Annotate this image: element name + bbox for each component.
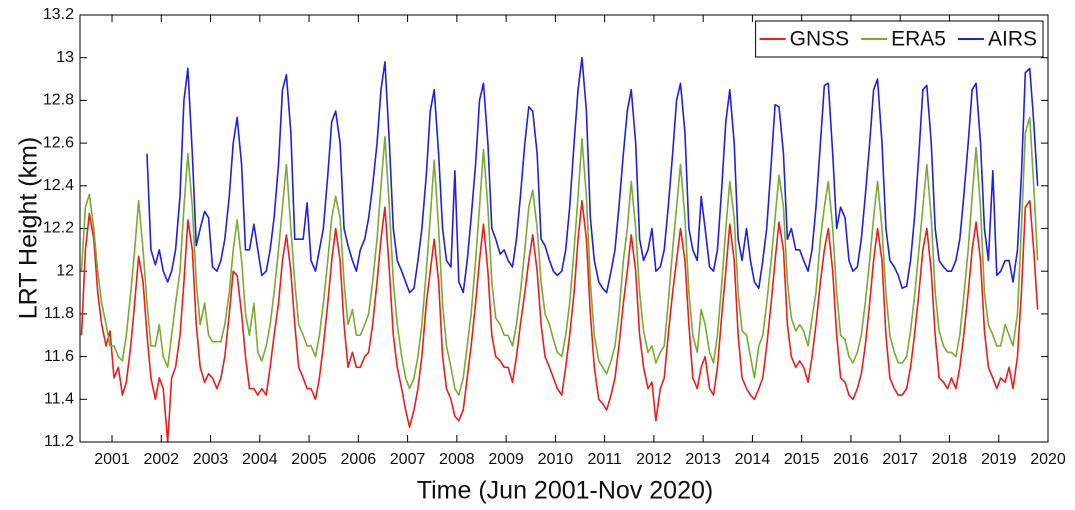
y-tick-label: 12.2	[43, 220, 74, 237]
y-tick-label: 12	[56, 262, 74, 279]
y-tick-label: 11.2	[44, 433, 74, 450]
legend-label: GNSS	[790, 28, 850, 51]
y-axis-label: LRT Height (km)	[15, 137, 43, 319]
x-tick-label: 2006	[341, 451, 377, 468]
x-tick-label: 2005	[291, 451, 327, 468]
x-tick-label: 2017	[882, 451, 918, 468]
x-tick-label: 2003	[193, 451, 229, 468]
x-tick-label: 2012	[636, 451, 672, 468]
y-tick-label: 11.6	[44, 348, 74, 365]
x-tick-label: 2001	[94, 451, 130, 468]
x-tick-label: 2011	[587, 451, 622, 468]
x-tick-label: 2002	[143, 451, 179, 468]
x-tick-label: 2015	[784, 451, 820, 468]
legend-label: ERA5	[891, 28, 946, 51]
x-tick-label: 2004	[242, 451, 278, 468]
x-tick-label: 2010	[538, 451, 574, 468]
legend-box	[755, 20, 1044, 58]
y-tick-label: 12.6	[43, 134, 74, 151]
y-tick-label: 12.8	[43, 92, 74, 109]
line-series	[80, 199, 1039, 443]
x-tick-label: 2014	[735, 451, 771, 468]
x-tick-label: 2016	[833, 451, 869, 468]
x-tick-label: 2018	[932, 451, 968, 468]
x-tick-label: 2020	[1030, 451, 1066, 468]
x-tick-label: 2007	[390, 451, 426, 468]
line-series	[80, 116, 1039, 396]
x-axis-label: Time (Jun 2001-Nov 2020)	[417, 477, 713, 505]
y-tick-label: 12.4	[43, 177, 74, 194]
line-series	[146, 56, 1039, 294]
y-tick-label: 13	[56, 49, 74, 66]
legend-label: AIRS	[988, 28, 1037, 51]
x-tick-label: 2009	[488, 451, 524, 468]
x-tick-label: 2008	[439, 451, 475, 468]
x-tick-label: 2019	[981, 451, 1017, 468]
x-tick-label: 2013	[685, 451, 721, 468]
y-tick-label: 13.2	[43, 6, 74, 23]
y-tick-label: 11.8	[44, 305, 74, 322]
plot-frame	[79, 14, 1049, 443]
y-tick-label: 11.4	[44, 391, 74, 408]
